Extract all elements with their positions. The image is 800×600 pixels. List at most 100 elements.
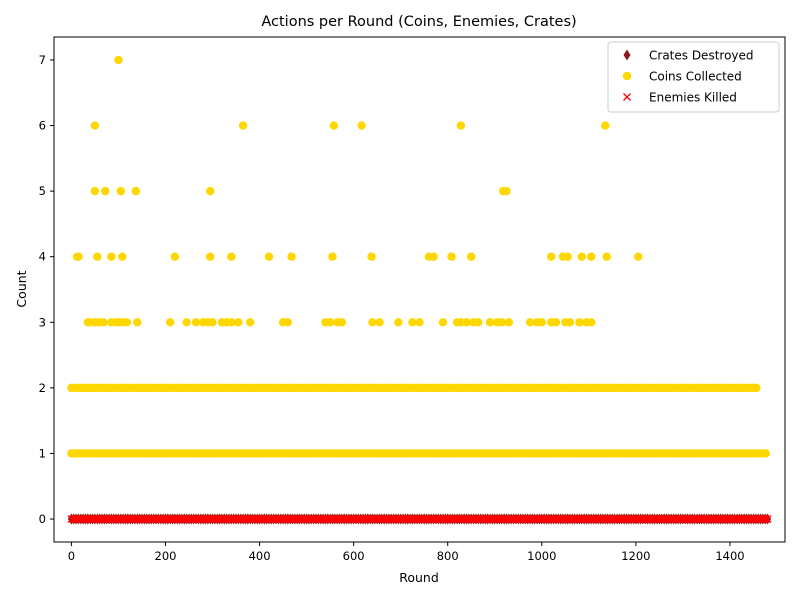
data-point bbox=[763, 515, 772, 524]
data-point bbox=[368, 318, 377, 327]
data-point bbox=[601, 121, 610, 130]
data-point bbox=[474, 318, 483, 327]
data-point bbox=[602, 252, 611, 261]
y-tick-label: 3 bbox=[39, 315, 46, 329]
data-point bbox=[170, 252, 180, 261]
data-point bbox=[287, 252, 296, 261]
x-tick-label: 1000 bbox=[527, 549, 556, 563]
x-tick-label: 200 bbox=[155, 549, 177, 563]
data-point bbox=[525, 318, 535, 327]
legend-item: Enemies Killed bbox=[623, 91, 737, 105]
legend-marker bbox=[622, 71, 632, 81]
data-point bbox=[283, 318, 292, 327]
series-enemies-killed bbox=[67, 515, 772, 524]
y-tick-label: 0 bbox=[39, 512, 46, 526]
data-point bbox=[191, 318, 201, 327]
legend-label: Coins Collected bbox=[649, 70, 742, 84]
data-point bbox=[456, 121, 466, 130]
data-point bbox=[761, 449, 770, 458]
data-point bbox=[485, 318, 495, 327]
data-point bbox=[234, 318, 243, 327]
data-point bbox=[415, 318, 424, 327]
data-point bbox=[577, 252, 586, 261]
data-point bbox=[575, 318, 584, 327]
data-point bbox=[462, 318, 471, 327]
y-tick-label: 5 bbox=[39, 184, 46, 198]
data-point bbox=[90, 121, 100, 130]
data-point bbox=[165, 318, 175, 327]
data-point bbox=[761, 515, 770, 524]
data-point bbox=[114, 55, 123, 65]
series-coins-collected bbox=[67, 55, 770, 458]
legend-label: Enemies Killed bbox=[649, 91, 737, 105]
data-point bbox=[565, 318, 575, 327]
y-tick-label: 1 bbox=[39, 446, 46, 460]
data-point bbox=[504, 318, 514, 327]
legend-marker bbox=[623, 49, 631, 61]
x-tick-label: 1400 bbox=[715, 549, 744, 563]
data-point bbox=[547, 252, 556, 261]
data-point bbox=[325, 318, 335, 327]
data-point bbox=[408, 318, 417, 327]
data-point bbox=[116, 186, 125, 196]
data-point bbox=[101, 186, 110, 196]
data-point bbox=[497, 318, 507, 327]
data-point bbox=[502, 186, 511, 196]
data-point bbox=[205, 186, 215, 196]
data-point bbox=[563, 252, 572, 261]
data-point bbox=[245, 318, 255, 327]
data-point bbox=[131, 186, 141, 196]
data-point bbox=[90, 186, 100, 196]
y-tick-label: 4 bbox=[39, 250, 46, 264]
data-point bbox=[752, 383, 761, 393]
data-point bbox=[357, 121, 366, 130]
data-point bbox=[99, 318, 108, 327]
y-axis-label: Count bbox=[14, 270, 29, 307]
data-point bbox=[182, 318, 191, 327]
data-point bbox=[438, 318, 448, 327]
data-point bbox=[634, 252, 643, 261]
data-point bbox=[227, 318, 236, 327]
y-tick-label: 2 bbox=[39, 381, 46, 395]
legend-box bbox=[607, 41, 780, 113]
x-axis-label: Round bbox=[399, 570, 439, 585]
x-tick-label: 1200 bbox=[621, 549, 650, 563]
legend: Crates Destroyed Coins Collected Enemies K… bbox=[607, 41, 780, 113]
legend-label: Crates Destroyed bbox=[649, 49, 754, 63]
data-point bbox=[205, 252, 215, 261]
y-axis-ticks: 0 1 2 3 4 5 6 7 bbox=[39, 53, 54, 526]
data-point bbox=[74, 252, 83, 261]
data-point bbox=[367, 252, 376, 261]
data-point bbox=[447, 252, 456, 261]
data-point bbox=[337, 318, 347, 327]
data-point bbox=[429, 252, 438, 261]
x-tick-label: 0 bbox=[68, 549, 75, 563]
data-point bbox=[551, 318, 561, 327]
data-point bbox=[586, 318, 596, 327]
data-point bbox=[467, 252, 476, 261]
data-point bbox=[537, 318, 547, 327]
data-point bbox=[107, 252, 116, 261]
data-point bbox=[394, 318, 403, 327]
data-point bbox=[264, 252, 274, 261]
x-axis-ticks: 0 200 400 600 800 1000 1200 1400 bbox=[68, 542, 745, 563]
data-point bbox=[208, 318, 217, 327]
data-point bbox=[227, 252, 236, 261]
x-tick-label: 800 bbox=[437, 549, 459, 563]
data-point bbox=[133, 318, 142, 327]
data-point bbox=[238, 121, 248, 130]
legend-item: Coins Collected bbox=[622, 70, 742, 84]
y-tick-label: 6 bbox=[39, 119, 46, 133]
data-point bbox=[93, 252, 102, 261]
data-point bbox=[375, 318, 384, 327]
data-point bbox=[586, 252, 596, 261]
axes-frame bbox=[53, 36, 786, 543]
chart-title: Actions per Round (Coins, Enemies, Crate… bbox=[261, 14, 576, 30]
y-tick-label: 7 bbox=[39, 53, 46, 67]
legend-item: Crates Destroyed bbox=[623, 49, 754, 63]
plot-area bbox=[67, 55, 772, 525]
data-point bbox=[122, 318, 132, 327]
x-tick-label: 400 bbox=[249, 549, 271, 563]
data-point bbox=[329, 121, 339, 130]
